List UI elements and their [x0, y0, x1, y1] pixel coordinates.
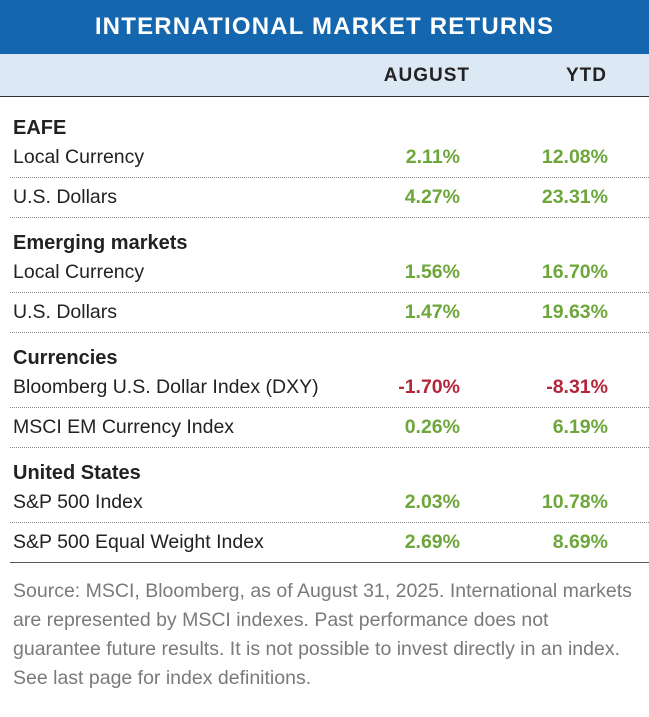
ytd-value: 12.08%	[541, 145, 608, 168]
row-label: S&P 500 Equal Weight Index	[13, 531, 264, 553]
august-value: 2.69%	[404, 531, 460, 553]
table-row: U.S. Dollars 1.47% 19.63%	[0, 293, 649, 332]
row-label: MSCI EM Currency Index	[13, 416, 235, 438]
table-title: INTERNATIONAL MARKET RETURNS	[0, 0, 649, 54]
row-divider	[10, 292, 649, 293]
row-divider	[10, 217, 649, 218]
table-row: Local Currency 1.56% 16.70%	[0, 258, 649, 286]
column-header-august: AUGUST	[383, 65, 470, 86]
group-title: EAFE	[13, 117, 67, 139]
august-value: 0.26%	[404, 416, 460, 438]
row-divider	[10, 522, 649, 523]
ytd-value: 23.31%	[541, 186, 608, 208]
row-divider	[10, 177, 649, 178]
august-value: 4.27%	[404, 186, 460, 208]
table-row: S&P 500 Equal Weight Index 2.69% 8.69%	[0, 523, 649, 562]
row-label: S&P 500 Index	[13, 490, 143, 513]
ytd-value: 8.69%	[552, 531, 608, 553]
row-divider	[10, 562, 649, 563]
ytd-value: 16.70%	[541, 260, 608, 283]
row-label: Local Currency	[13, 145, 145, 168]
group-currencies: Currencies Bloomberg U.S. Dollar Index (D…	[0, 344, 649, 448]
august-value: 2.03%	[404, 490, 460, 513]
source-note: Source: MSCI, Bloomberg, as of August 31…	[13, 580, 632, 689]
column-header-ytd: YTD	[566, 65, 607, 86]
row-label: U.S. Dollars	[13, 186, 118, 208]
row-divider	[10, 447, 649, 448]
row-divider	[10, 332, 649, 333]
table-row: S&P 500 Index 2.03% 10.78%	[0, 488, 649, 516]
group-title: Currencies	[13, 347, 118, 369]
group-title: United States	[13, 462, 141, 484]
table-row: Local Currency 2.11% 12.08%	[0, 143, 649, 171]
table-body: EAFE Local Currency 2.11% 12.08% U.S. Dollar…	[0, 97, 649, 563]
august-value: 2.11%	[405, 145, 460, 168]
table-row: U.S. Dollars 4.27% 23.31%	[0, 178, 649, 217]
header-divider	[0, 96, 649, 97]
ytd-value: 19.63%	[541, 301, 608, 323]
row-label: Bloomberg U.S. Dollar Index (DXY)	[13, 375, 319, 398]
august-value: -1.70%	[398, 375, 460, 398]
ytd-value: -8.31%	[546, 375, 608, 398]
ytd-value: 6.19%	[552, 416, 608, 438]
august-value: 1.47%	[404, 301, 460, 323]
row-label: U.S. Dollars	[13, 301, 118, 323]
row-label: Local Currency	[13, 260, 145, 283]
group-title: Emerging markets	[13, 232, 188, 254]
row-divider	[10, 407, 649, 408]
table-row: MSCI EM Currency Index 0.26% 6.19%	[0, 408, 649, 447]
table-row: Bloomberg U.S. Dollar Index (DXY) -1.70% -…	[0, 373, 649, 401]
ytd-value: 10.78%	[541, 490, 608, 513]
column-header-row: AUGUST YTD	[0, 54, 649, 96]
august-value: 1.56%	[404, 260, 460, 283]
group-united-states: United States S&P 500 Index 2.03% 10.78% S&P…	[0, 459, 649, 563]
group-eafe: EAFE Local Currency 2.11% 12.08% U.S. Dollar…	[0, 114, 649, 218]
group-emerging-markets: Emerging markets Local Currency 1.56% 16.70…	[0, 229, 649, 333]
